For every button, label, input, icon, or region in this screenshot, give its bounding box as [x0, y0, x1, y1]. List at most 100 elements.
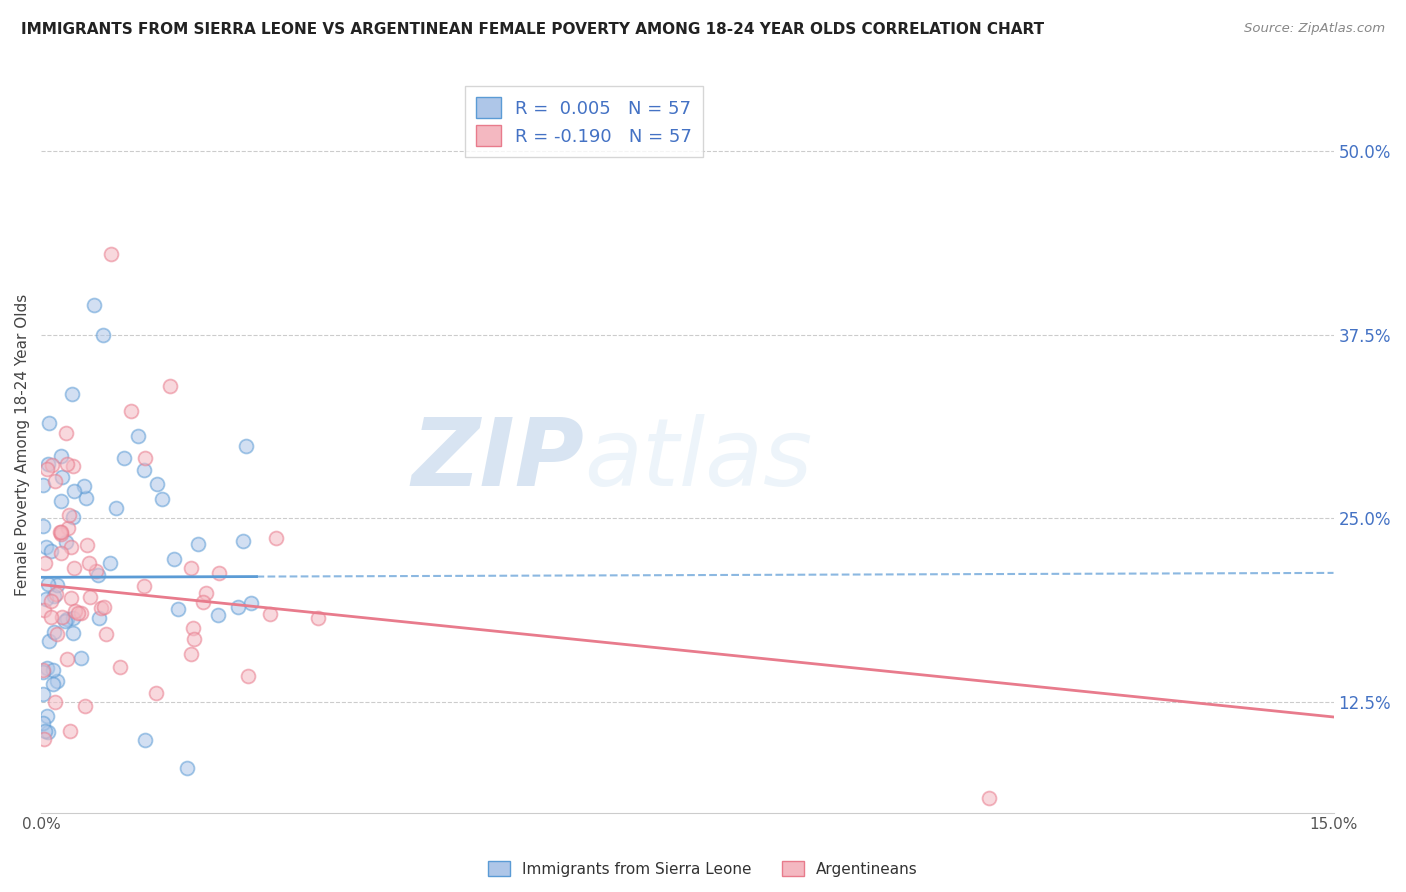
Point [38, 634, 60, 648]
Point [35, 540, 58, 554]
Point [65, 604, 87, 618]
Point [132, 463, 155, 477]
Point [44, 695, 66, 709]
Point [183, 621, 205, 635]
Point [120, 404, 142, 418]
Point [34, 603, 56, 617]
Point [31, 665, 53, 679]
Point [53, 614, 76, 628]
Point [146, 477, 169, 491]
Point [90, 601, 112, 615]
Point [100, 556, 122, 570]
Point [134, 732, 156, 747]
Point [56, 652, 79, 666]
Point [46, 627, 69, 641]
Point [59, 724, 82, 739]
Point [51, 609, 73, 624]
Point [60, 591, 83, 606]
Point [145, 686, 167, 700]
Point [62, 484, 84, 499]
Point [93, 599, 115, 614]
Point [37, 576, 59, 591]
Point [38, 417, 60, 431]
Point [34, 556, 56, 570]
Point [37, 457, 59, 471]
Point [62, 459, 84, 474]
Point [66, 606, 89, 620]
Point [51, 526, 73, 541]
Point [46, 674, 69, 689]
Point [87, 568, 110, 582]
Point [58, 508, 80, 523]
Point [55, 612, 77, 626]
Point [49, 449, 72, 463]
Y-axis label: Female Poverty Among 18-24 Year Olds: Female Poverty Among 18-24 Year Olds [15, 293, 30, 596]
Point [32, 716, 55, 731]
Point [73, 698, 96, 713]
Point [35, 661, 58, 675]
Point [232, 534, 254, 549]
Point [208, 566, 231, 580]
Point [49, 546, 72, 560]
Point [31, 518, 53, 533]
Point [264, 532, 287, 546]
Point [79, 591, 101, 605]
Point [49, 493, 72, 508]
Point [159, 379, 181, 393]
Point [83, 298, 105, 312]
Point [62, 611, 84, 625]
Point [32, 687, 55, 701]
Text: IMMIGRANTS FROM SIERRA LEONE VS ARGENTINEAN FEMALE POVERTY AMONG 18-24 YEAR OLDS: IMMIGRANTS FROM SIERRA LEONE VS ARGENTIN… [21, 22, 1045, 37]
Point [62, 510, 84, 524]
Point [150, 492, 173, 507]
Point [60, 386, 83, 401]
Point [100, 247, 122, 261]
Point [58, 521, 80, 535]
Point [62, 625, 84, 640]
Point [240, 596, 263, 610]
Point [37, 462, 59, 476]
Point [44, 474, 66, 488]
Point [56, 457, 79, 471]
Point [55, 535, 77, 549]
Point [39, 594, 62, 608]
Point [49, 525, 72, 540]
Point [191, 595, 214, 609]
Point [34, 724, 56, 739]
Point [32, 732, 55, 747]
Point [37, 725, 59, 739]
Point [69, 606, 91, 620]
Point [76, 538, 98, 552]
Point [134, 579, 156, 593]
Point [180, 648, 202, 662]
Point [207, 607, 229, 622]
Point [35, 709, 58, 723]
Point [42, 589, 65, 603]
Point [89, 611, 111, 625]
Point [45, 587, 67, 601]
Point [228, 599, 250, 614]
Point [72, 479, 94, 493]
Point [235, 438, 257, 452]
Point [49, 524, 72, 539]
Point [127, 429, 149, 443]
Point [238, 669, 260, 683]
Point [96, 626, 118, 640]
Point [55, 425, 77, 440]
Point [105, 500, 128, 515]
Point [51, 470, 73, 484]
Point [163, 551, 186, 566]
Point [31, 478, 53, 492]
Point [194, 586, 217, 600]
Point [180, 561, 202, 575]
Point [42, 663, 65, 677]
Point [977, 790, 1000, 805]
Point [176, 761, 198, 775]
Point [69, 651, 91, 665]
Point [41, 609, 63, 624]
Legend: Immigrants from Sierra Leone, Argentineans: Immigrants from Sierra Leone, Argentinea… [481, 853, 925, 884]
Text: atlas: atlas [583, 414, 813, 505]
Point [42, 677, 65, 691]
Point [134, 450, 156, 465]
Point [77, 556, 100, 570]
